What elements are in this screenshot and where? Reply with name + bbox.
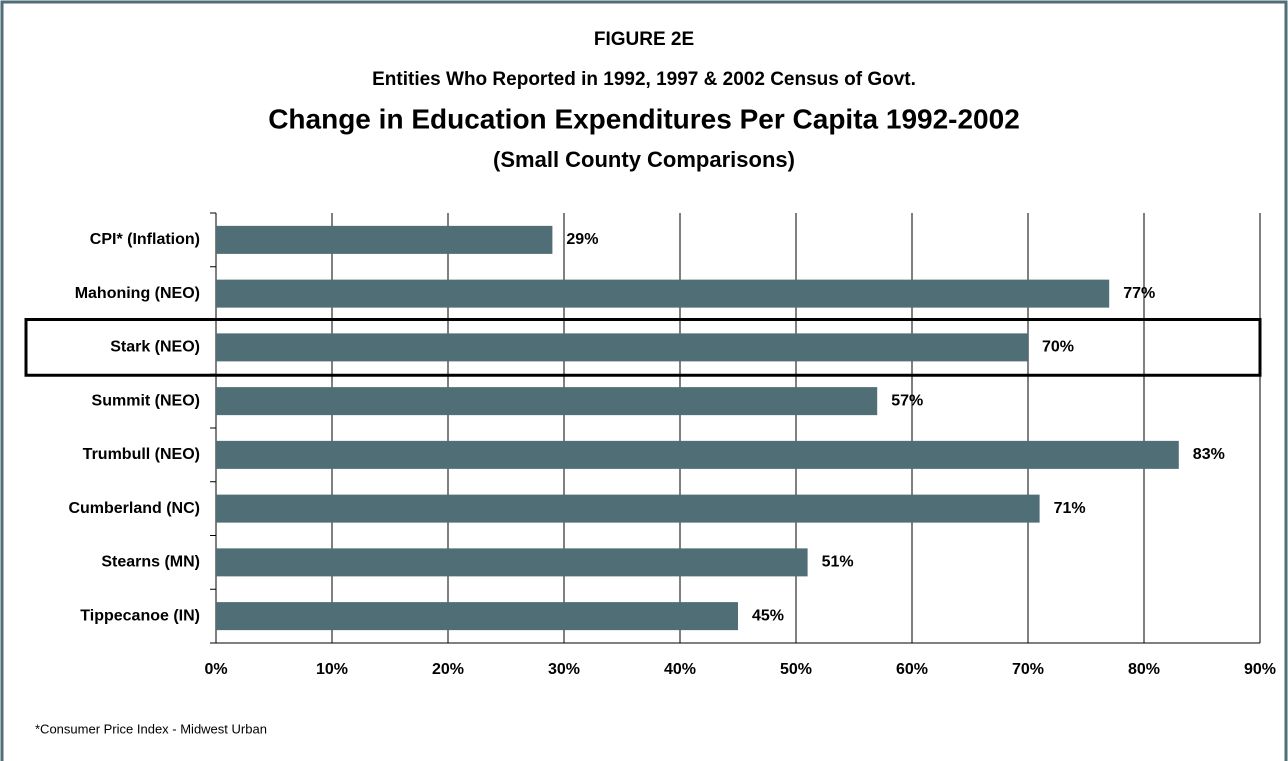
chart-note: (Small County Comparisons) bbox=[493, 147, 795, 172]
value-label: 83% bbox=[1193, 446, 1225, 463]
highlight-box bbox=[24, 318, 1262, 377]
value-label: 29% bbox=[566, 231, 598, 248]
y-tick-label: CPI* (Inflation) bbox=[90, 231, 200, 248]
chart-subtitle: Entities Who Reported in 1992, 1997 & 20… bbox=[372, 69, 916, 90]
bar bbox=[216, 279, 1110, 308]
x-tick-label: 40% bbox=[664, 661, 696, 678]
chart-title: Change in Education Expenditures Per Cap… bbox=[268, 103, 1020, 134]
x-tick-label: 50% bbox=[780, 661, 812, 678]
y-tick-label: Cumberland (NC) bbox=[68, 500, 200, 517]
x-tick-label: 20% bbox=[432, 661, 464, 678]
value-label: 57% bbox=[891, 392, 923, 409]
figure-label: FIGURE 2E bbox=[594, 29, 694, 50]
bar bbox=[216, 440, 1179, 469]
value-label: 71% bbox=[1054, 500, 1086, 517]
x-tick-label: 70% bbox=[1012, 661, 1044, 678]
y-tick-label: Tippecanoe (IN) bbox=[80, 607, 200, 624]
y-tick-label: Summit (NEO) bbox=[92, 392, 200, 409]
x-tick-label: 80% bbox=[1128, 661, 1160, 678]
x-tick-label: 60% bbox=[896, 661, 928, 678]
x-tick-label: 0% bbox=[204, 661, 227, 678]
value-label: 45% bbox=[752, 607, 784, 624]
bar bbox=[216, 333, 1028, 362]
value-label: 77% bbox=[1123, 285, 1155, 302]
x-tick-label: 30% bbox=[548, 661, 580, 678]
bar bbox=[216, 387, 878, 416]
bar bbox=[216, 602, 738, 631]
y-tick-label: Trumbull (NEO) bbox=[83, 446, 200, 463]
y-tick-label: Stearns (MN) bbox=[101, 554, 200, 571]
bar bbox=[216, 494, 1040, 523]
value-label: 51% bbox=[822, 554, 854, 571]
x-tick-label: 10% bbox=[316, 661, 348, 678]
y-tick-label: Mahoning (NEO) bbox=[75, 285, 200, 302]
bar bbox=[216, 225, 553, 254]
x-tick-label: 90% bbox=[1244, 661, 1276, 678]
y-tick-label: Stark (NEO) bbox=[110, 339, 200, 356]
footnote: *Consumer Price Index - Midwest Urban bbox=[35, 721, 267, 736]
value-label: 70% bbox=[1042, 339, 1074, 356]
bar bbox=[216, 548, 808, 577]
